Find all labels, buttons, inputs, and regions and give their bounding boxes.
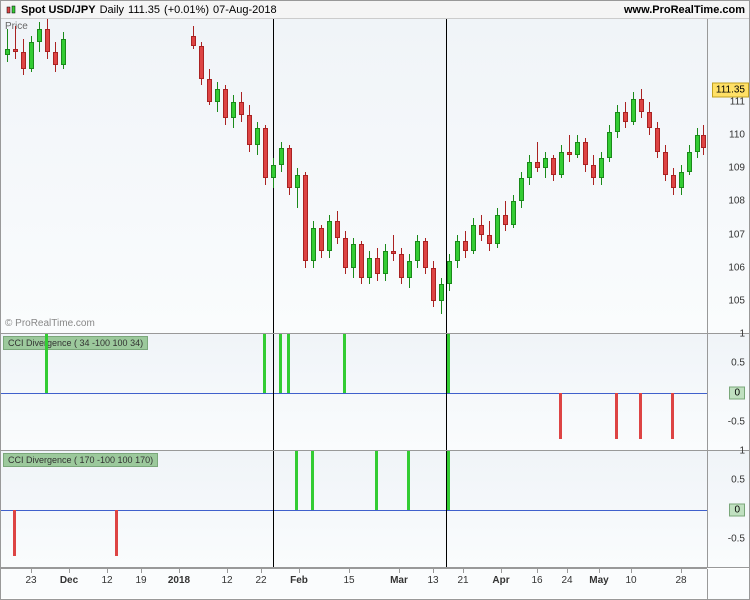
vertical-marker: [273, 334, 274, 450]
current-price-badge: 111.35: [712, 83, 749, 98]
indicator-1-canvas[interactable]: [1, 334, 707, 450]
watermark: © ProRealTime.com: [5, 318, 95, 329]
site-link[interactable]: www.ProRealTime.com: [624, 4, 745, 16]
x-tick: 21: [457, 575, 468, 586]
x-tick: 13: [427, 575, 438, 586]
symbol: Spot USD/JPY: [21, 4, 96, 16]
x-tick: May: [589, 575, 608, 586]
x-tick: Feb: [290, 575, 308, 586]
x-tick: 12: [221, 575, 232, 586]
indicator-bar: [115, 510, 118, 557]
y-tick: 108: [728, 196, 745, 207]
candle-icon: [5, 4, 17, 16]
indicator-bar: [375, 451, 378, 510]
ind-y-tick: 1: [739, 329, 745, 340]
x-tick: 23: [25, 575, 36, 586]
x-tick: 10: [625, 575, 636, 586]
chart-canvas[interactable]: [1, 19, 707, 333]
indicator-bar: [447, 451, 450, 510]
indicator-bar: [615, 393, 618, 440]
indicator-bar: [639, 393, 642, 440]
x-tick: 12: [101, 575, 112, 586]
vertical-marker: [446, 19, 447, 333]
y-tick: 111: [730, 96, 745, 107]
vertical-marker: [273, 451, 274, 567]
header-left: Spot USD/JPY Daily 111.35 (+0.01%) 07-Au…: [5, 4, 277, 16]
header-date: 07-Aug-2018: [213, 4, 277, 16]
ind-y-tick: -0.5: [728, 533, 745, 544]
indicator-bar: [671, 393, 674, 440]
indicator-bar: [45, 334, 48, 393]
indicator-bar: [407, 451, 410, 510]
x-tick: Dec: [60, 575, 78, 586]
indicator-bar: [311, 451, 314, 510]
indicator-2[interactable]: CCI Divergence ( 170 -100 100 170) -0.50…: [1, 451, 749, 568]
x-tick: 15: [343, 575, 354, 586]
chart-header: Spot USD/JPY Daily 111.35 (+0.01%) 07-Au…: [1, 1, 749, 19]
zero-badge: 0: [729, 503, 745, 516]
x-tick: 2018: [168, 575, 190, 586]
timeframe: Daily: [100, 4, 124, 16]
ind-y-tick: 0.5: [731, 475, 745, 486]
y-tick: 106: [728, 262, 745, 273]
indicator-bar: [13, 510, 16, 557]
y-tick: 107: [728, 229, 745, 240]
header-price: 111.35: [128, 4, 160, 16]
price-chart[interactable]: Price 105106107108109110111111.35 © ProR…: [1, 19, 749, 334]
y-tick: 110: [729, 130, 745, 141]
indicator-bar: [343, 334, 346, 393]
x-tick: 19: [135, 575, 146, 586]
indicator-bar: [559, 393, 562, 440]
indicator-bar: [263, 334, 266, 393]
indicator-bar: [279, 334, 282, 393]
x-tick: 24: [561, 575, 572, 586]
ind-y-tick: 1: [739, 446, 745, 457]
x-tick: 22: [255, 575, 266, 586]
x-tick: 28: [675, 575, 686, 586]
indicator-2-canvas[interactable]: [1, 451, 707, 567]
ind-y-tick: 0.5: [731, 358, 745, 369]
header-change: (+0.01%): [164, 4, 209, 16]
x-axis-corner: [707, 569, 749, 599]
indicator-bar: [295, 451, 298, 510]
zero-line: [1, 393, 707, 394]
time-x-axis: 23 Dec 12 19 2018 12 22 Feb 15 Mar 13 21 Apr 16 24 May 1…: [1, 568, 707, 598]
indicator-2-yaxis: -0.500.510: [707, 451, 749, 567]
price-y-axis: 105 106 107 108 109 110 111111.35: [707, 19, 749, 333]
indicator-bar: [287, 334, 290, 393]
indicator-1[interactable]: CCI Divergence ( 34 -100 100 34) -0.500.…: [1, 334, 749, 451]
x-tick: 16: [531, 575, 542, 586]
zero-badge: 0: [729, 386, 745, 399]
indicator-bar: [447, 334, 450, 393]
x-tick: Apr: [492, 575, 509, 586]
indicator-1-yaxis: -0.500.510: [707, 334, 749, 450]
y-tick: 105: [728, 295, 745, 306]
ind-y-tick: -0.5: [728, 416, 745, 427]
y-tick: 109: [728, 163, 745, 174]
zero-line: [1, 510, 707, 511]
x-tick: Mar: [390, 575, 408, 586]
